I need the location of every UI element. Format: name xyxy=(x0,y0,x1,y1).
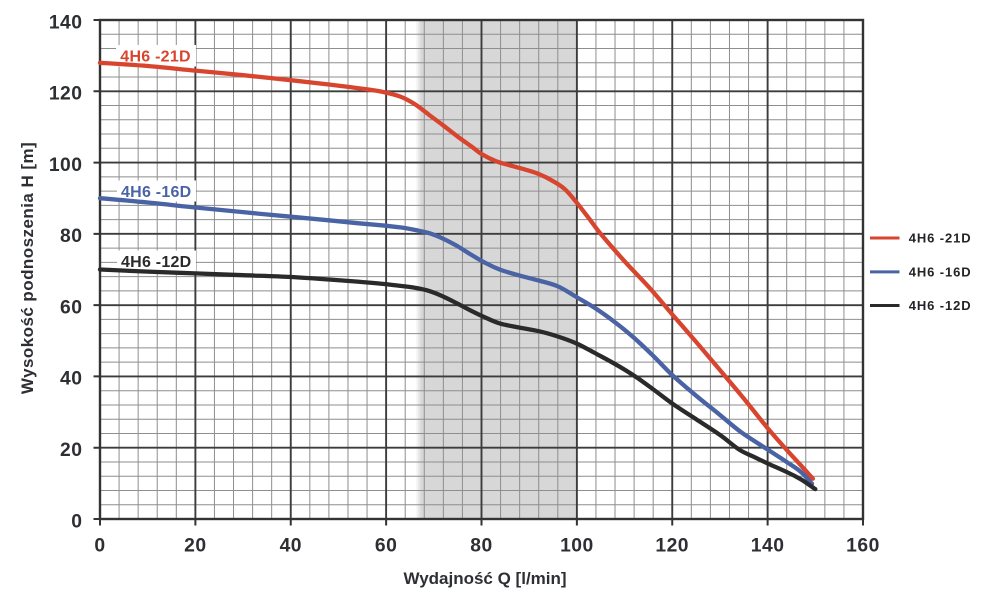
svg-text:Wysokość podnoszenia H [m]: Wysokość podnoszenia H [m] xyxy=(18,142,37,394)
svg-text:40: 40 xyxy=(60,369,82,390)
svg-text:120: 120 xyxy=(49,84,83,105)
svg-text:80: 80 xyxy=(470,536,492,557)
svg-text:140: 140 xyxy=(751,536,785,557)
svg-text:60: 60 xyxy=(375,536,397,557)
svg-text:140: 140 xyxy=(49,12,83,33)
svg-text:160: 160 xyxy=(846,536,880,557)
svg-text:4H6 -16D: 4H6 -16D xyxy=(909,265,972,280)
svg-text:4H6 -21D: 4H6 -21D xyxy=(120,49,190,66)
svg-text:100: 100 xyxy=(560,536,594,557)
svg-text:0: 0 xyxy=(71,511,82,532)
svg-text:40: 40 xyxy=(280,536,302,557)
svg-text:60: 60 xyxy=(60,297,82,318)
svg-text:4H6 -12D: 4H6 -12D xyxy=(121,254,191,271)
svg-text:4H6 -21D: 4H6 -21D xyxy=(909,231,972,246)
svg-text:4H6 -12D: 4H6 -12D xyxy=(909,298,972,313)
svg-text:120: 120 xyxy=(655,536,689,557)
svg-text:0: 0 xyxy=(94,536,105,557)
svg-text:Wydajność Q [l/min]: Wydajność Q [l/min] xyxy=(403,569,566,588)
svg-text:20: 20 xyxy=(60,440,82,461)
svg-text:4H6 -16D: 4H6 -16D xyxy=(121,184,191,201)
svg-text:20: 20 xyxy=(184,536,206,557)
svg-text:100: 100 xyxy=(49,155,83,176)
svg-text:80: 80 xyxy=(60,226,82,247)
